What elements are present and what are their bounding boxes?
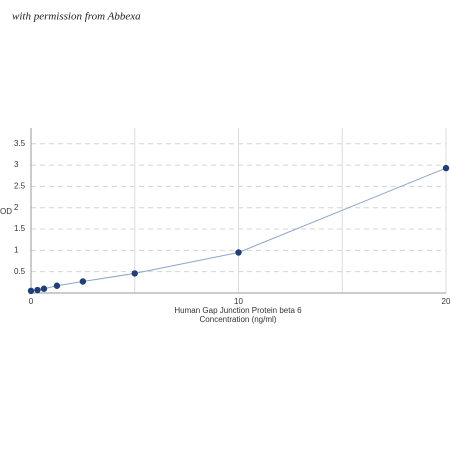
watermark: with permission from Abbexa	[12, 11, 141, 23]
data-point	[442, 164, 450, 172]
y-tick-label: 2	[14, 203, 19, 212]
x-axis-label: Concentration (ng/ml)	[200, 315, 277, 324]
data-point	[79, 278, 87, 285]
data-point	[40, 285, 48, 292]
data-point	[34, 286, 41, 294]
x-tick-label: 20	[442, 297, 450, 306]
x-axis-label: Human Gap Junction Protein beta 6	[174, 306, 302, 315]
y-tick-label: 1.5	[14, 224, 26, 233]
x-tick-label: 10	[234, 297, 243, 306]
y-tick-label: 0.5	[14, 267, 26, 276]
y-tick-label: 3	[14, 160, 19, 169]
y-tick-label: 2.5	[14, 182, 26, 191]
y-tick-label: 3.5	[14, 139, 26, 148]
data-point	[235, 249, 242, 256]
y-axis-label: OD	[0, 207, 12, 216]
y-tick-label: 1	[14, 245, 19, 254]
data-point	[131, 270, 138, 277]
data-point	[53, 282, 61, 289]
data-point	[27, 287, 35, 295]
x-tick-label: 0	[29, 297, 34, 306]
